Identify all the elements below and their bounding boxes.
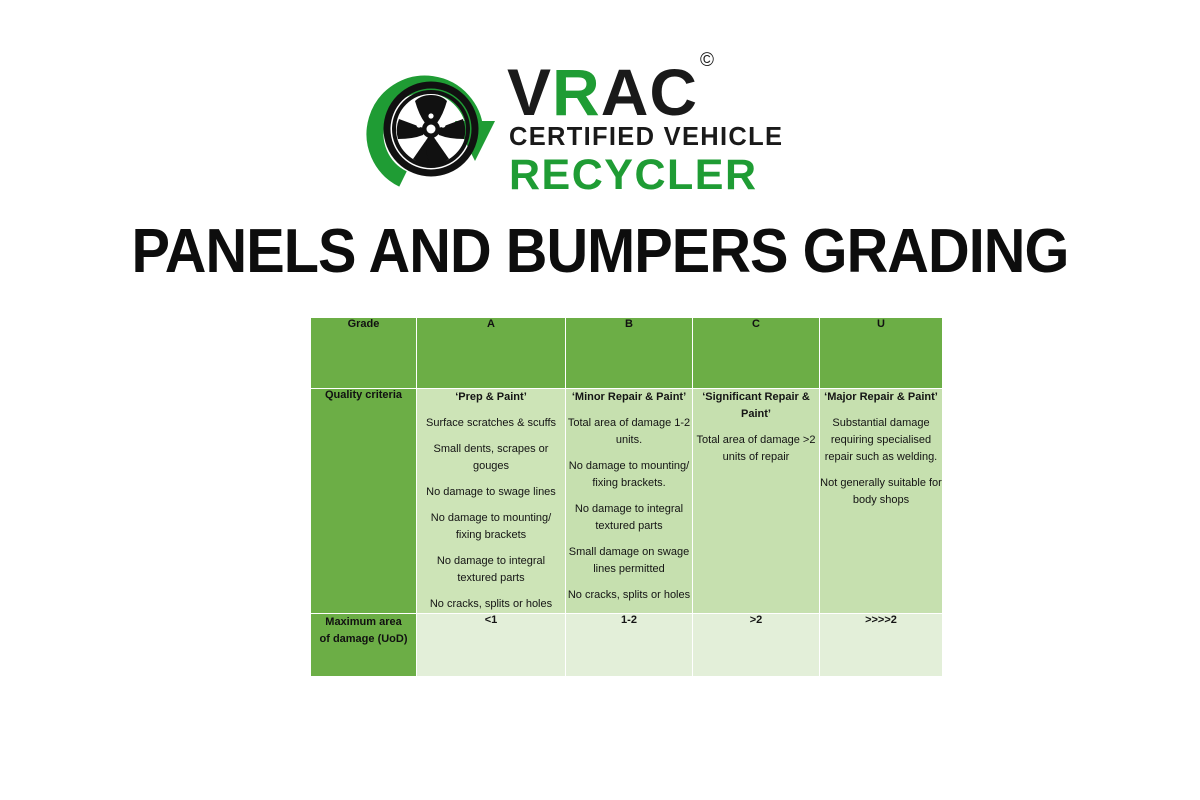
criteria-line: Surface scratches & scuffs	[425, 417, 557, 430]
header-cell-grade-c: C	[692, 317, 820, 389]
criteria-line: No damage to swage lines	[426, 486, 556, 499]
row-label-line-2: of damage (UoD)	[319, 632, 408, 645]
vrac-logo: VRAC © CERTIFIED VEHICLE RECYCLER	[0, 51, 1200, 202]
logo-vrac-text: VRAC ©	[507, 51, 714, 125]
header-cell-grade-u: U	[819, 317, 943, 389]
maximum-cell-grade-u: >>>>2	[819, 613, 943, 678]
maximum-cell-grade-b: 1-2	[565, 613, 693, 678]
criteria-title-u: ‘Major Repair & Paint’	[824, 391, 938, 403]
criteria-title-a: ‘Prep & Paint’	[455, 391, 527, 403]
row-label-line-1: Maximum area	[325, 616, 402, 629]
page-title: PANELS AND BUMPERS GRADING	[131, 217, 1070, 286]
header-cell-grade: Grade	[310, 317, 417, 389]
logo-ac: AC	[600, 55, 699, 129]
criteria-line: No damage to mounting/ fixing brackets	[430, 512, 552, 542]
criteria-cell-grade-c: ‘Significant Repair & Paint’ Total area …	[692, 387, 820, 615]
logo-wordmark: VRAC © CERTIFIED VEHICLE RECYCLER	[507, 51, 837, 199]
criteria-line: No damage to integral textured parts	[436, 555, 546, 585]
maximum-cell-grade-c: >2	[692, 613, 820, 678]
criteria-cell-grade-b: ‘Minor Repair & Paint’ Total area of dam…	[565, 387, 693, 615]
header-cell-grade-a: A	[416, 317, 566, 389]
criteria-cell-grade-u: ‘Major Repair & Paint’ Substantial damag…	[819, 387, 943, 615]
table-row-maximum-area: Maximum area of damage (UoD) <1 1-2 >2 >…	[310, 613, 943, 678]
table-row-quality-criteria: Quality criteria ‘Prep & Paint’ Surface …	[310, 387, 943, 615]
criteria-line: Small dents, scrapes or gouges	[433, 443, 549, 473]
row-label-quality-criteria: Quality criteria	[310, 387, 417, 615]
criteria-cell-grade-a: ‘Prep & Paint’ Surface scratches & scuff…	[416, 387, 566, 615]
criteria-line: No cracks, splits or holes	[429, 598, 553, 611]
criteria-line: No cracks, splits or holes	[567, 589, 691, 602]
criteria-line: No damage to mounting/ fixing brackets.	[568, 460, 690, 490]
logo-v: V	[507, 55, 553, 129]
criteria-line: Total area of damage >2 units of repair	[696, 434, 816, 464]
table-header-row: Grade A B C U	[310, 317, 943, 389]
criteria-line: Substantial damage requiring specialised…	[824, 417, 938, 464]
copyright-icon: ©	[700, 50, 716, 71]
criteria-line: Not generally suitable for body shops	[820, 477, 942, 507]
logo-r: R	[552, 55, 601, 129]
criteria-line: Small damage on swage lines permitted	[568, 546, 690, 576]
criteria-line: Total area of damage 1-2 units.	[567, 417, 691, 447]
logo-inner: VRAC © CERTIFIED VEHICLE RECYCLER	[363, 51, 837, 199]
logo-tagline: CERTIFIED VEHICLE	[509, 123, 784, 151]
maximum-cell-grade-a: <1	[416, 613, 566, 678]
criteria-title-b: ‘Minor Repair & Paint’	[571, 391, 687, 403]
criteria-line: No damage to integral textured parts	[574, 503, 684, 533]
panels-and-bumpers-grading-table: Grade A B C U Quality criteria ‘Prep & P…	[310, 317, 943, 678]
header-cell-grade-b: B	[565, 317, 693, 389]
recycling-arrow-alloy-wheel-icon	[363, 61, 499, 193]
criteria-title-c: ‘Significant Repair & Paint’	[702, 391, 810, 421]
logo-recycler-text: RECYCLER	[509, 151, 758, 199]
row-label-maximum-area: Maximum area of damage (UoD)	[310, 613, 417, 678]
